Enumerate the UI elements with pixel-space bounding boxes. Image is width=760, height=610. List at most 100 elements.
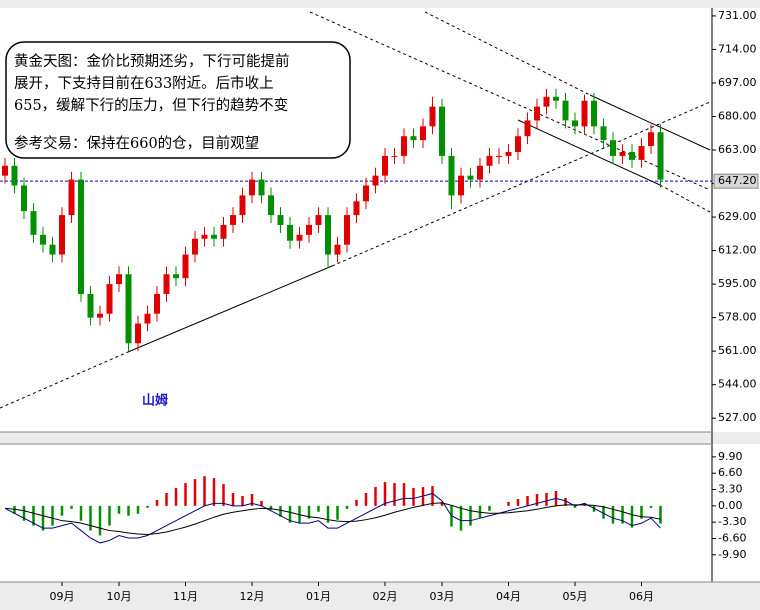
y-tick-label: 714.00 <box>718 42 757 55</box>
candle-body <box>543 96 550 107</box>
trend-lines <box>0 11 711 409</box>
candle-body <box>40 234 46 245</box>
candle-body <box>68 179 75 216</box>
y-tick-label: 578.00 <box>718 311 757 324</box>
x-tick-label: 09月 <box>50 590 75 603</box>
candle-body <box>315 215 322 225</box>
x-tick-label: 10月 <box>107 590 132 603</box>
candle-body <box>648 132 654 147</box>
y-tick-label: 663.00 <box>718 143 757 156</box>
candle-body <box>21 185 27 212</box>
x-tick-label: 03月 <box>430 590 455 603</box>
candle-body <box>97 313 103 318</box>
y-tick-label: 3.30 <box>718 483 743 496</box>
candle-body <box>344 215 350 245</box>
annotation-box <box>5 41 351 159</box>
candle-body <box>410 136 417 141</box>
annotation-line: 参考交易：保持在660的仓，目前观望 <box>14 134 259 152</box>
candle-body <box>154 293 160 314</box>
candle-body <box>391 155 398 157</box>
candle-body <box>306 224 312 235</box>
candle-body <box>439 106 445 156</box>
x-tick-label: 02月 <box>373 590 398 603</box>
candle-body <box>581 100 588 127</box>
candle-body <box>11 165 18 186</box>
candle-body <box>657 132 664 180</box>
y-tick-label: 595.00 <box>718 277 757 290</box>
x-tick-label: 01月 <box>306 590 331 603</box>
x-axis-band <box>0 582 760 610</box>
y-tick-label: -6.60 <box>718 531 746 544</box>
candle-body <box>201 234 208 239</box>
panel-separator <box>0 432 760 444</box>
candle-body <box>192 238 198 255</box>
candle-body <box>258 179 265 196</box>
candle-body <box>296 234 303 241</box>
candle-body <box>230 215 236 225</box>
candle-body <box>562 100 569 121</box>
author: 山姆 <box>142 393 168 409</box>
annotation-line: 黄金天图：金价比预期还劣，下行可能提前 <box>14 53 290 70</box>
candle-body <box>239 195 246 216</box>
candle-body <box>30 211 37 235</box>
current-price-box <box>713 173 759 189</box>
candle-body <box>467 175 474 180</box>
candle-body <box>600 126 607 141</box>
candle-body <box>429 106 436 127</box>
candle-body <box>477 165 483 180</box>
candle-body <box>211 234 217 239</box>
y-tick-label: 612.00 <box>718 244 757 257</box>
y-tick-label: 680.00 <box>718 109 757 122</box>
candle-body <box>49 244 56 255</box>
dif-line <box>4 492 661 544</box>
x-tick-label: 11月 <box>173 590 198 603</box>
y-tick-label: 731.00 <box>718 9 757 22</box>
candle-body <box>572 120 578 127</box>
candle-body <box>553 96 559 101</box>
candle-body <box>325 215 331 255</box>
x-tick-label: 12月 <box>240 590 265 603</box>
candle-body <box>515 136 521 152</box>
candle-body <box>106 284 113 314</box>
candle-body <box>334 244 341 255</box>
current-price-label: 647.20 <box>718 174 757 187</box>
candle-body <box>505 151 512 156</box>
annotation-line: 展开，下支持目前在633附近。后市收上 <box>14 75 274 92</box>
candle-body <box>59 215 65 255</box>
candle-body <box>524 120 531 137</box>
candle-body <box>249 179 255 196</box>
candle-body <box>382 155 388 176</box>
candle-body <box>486 155 493 166</box>
y-tick-label: 6.60 <box>718 466 743 479</box>
candle-body <box>268 195 274 216</box>
dea-line <box>4 502 661 536</box>
candle-body <box>78 179 84 294</box>
candle-body <box>372 175 379 186</box>
y-tick-label: 697.00 <box>718 76 757 89</box>
candle-body <box>496 155 502 157</box>
annotation-line: 655，缓解下行的压力，但下行的趋势不变 <box>14 97 288 114</box>
candle-body <box>116 274 122 285</box>
y-tick-label: 629.00 <box>718 210 757 223</box>
x-tick-label: 05月 <box>563 590 588 603</box>
candle-body <box>2 165 8 176</box>
y-tick-label: -9.90 <box>718 548 746 561</box>
candle-body <box>448 155 455 196</box>
candle-body <box>534 106 540 121</box>
candle-body <box>353 201 360 216</box>
top-frame <box>0 0 760 8</box>
candle-body <box>220 224 227 239</box>
candle-body <box>182 254 189 279</box>
y-tick-label: 561.00 <box>718 344 757 357</box>
candle-body <box>163 274 170 294</box>
candle-body <box>277 215 284 225</box>
candle-body <box>144 313 151 324</box>
candle-body <box>610 140 616 156</box>
y-tick-label: 527.00 <box>718 411 757 424</box>
candle-body <box>87 293 94 318</box>
x-tick-label: 04月 <box>496 590 521 603</box>
candle-body <box>287 224 293 241</box>
candle-body <box>125 274 132 344</box>
candle-body <box>135 323 141 344</box>
